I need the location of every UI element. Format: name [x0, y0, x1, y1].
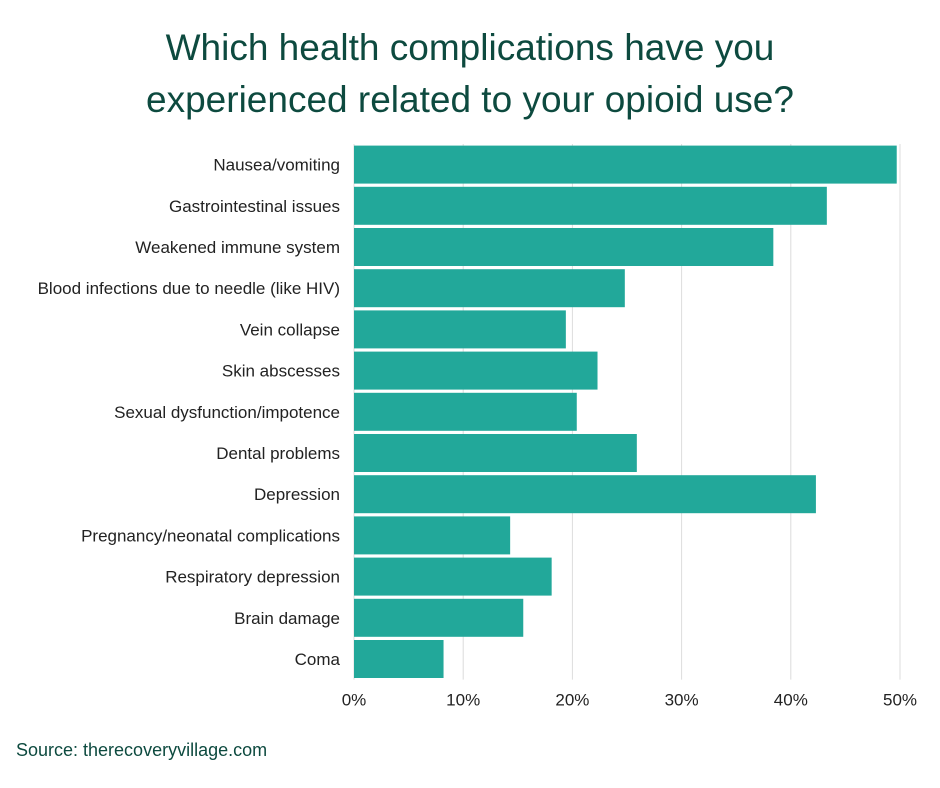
category-label: Coma [295, 650, 341, 669]
x-tick-label: 10% [446, 691, 480, 710]
bar [354, 557, 552, 596]
category-label: Skin abscesses [222, 362, 340, 381]
category-label: Dental problems [216, 444, 340, 463]
bar [354, 516, 511, 555]
chart-title-line-2: experienced related to your opioid use? [146, 79, 794, 120]
chart-title: Which health complications have you expe… [0, 22, 940, 126]
x-tick-label: 20% [555, 691, 589, 710]
category-label: Respiratory depression [165, 568, 340, 587]
bar [354, 186, 827, 225]
category-label: Nausea/vomiting [213, 156, 340, 175]
bar [354, 145, 897, 184]
bar [354, 598, 524, 637]
category-label: Brain damage [234, 609, 340, 628]
category-label: Depression [254, 485, 340, 504]
bar [354, 351, 598, 390]
bar [354, 640, 444, 678]
source-note: Source: therecoveryvillage.com [16, 740, 268, 760]
bar [354, 392, 577, 431]
category-label: Pregnancy/neonatal complications [81, 526, 340, 545]
category-label: Sexual dysfunction/impotence [114, 403, 340, 422]
category-label: Blood infections due to needle (like HIV… [38, 279, 340, 298]
x-tick-label: 0% [342, 691, 367, 710]
bar [354, 475, 816, 514]
category-label: Weakened immune system [135, 238, 340, 257]
bar [354, 269, 625, 308]
bar [354, 434, 637, 472]
x-tick-label: 50% [883, 691, 917, 710]
category-label: Vein collapse [240, 320, 340, 339]
x-tick-label: 30% [665, 691, 699, 710]
bar [354, 228, 774, 266]
x-tick-label: 40% [774, 691, 808, 710]
bar [354, 310, 566, 349]
category-label: Gastrointestinal issues [169, 197, 340, 216]
chart-title-line-1: Which health complications have you [165, 27, 775, 68]
